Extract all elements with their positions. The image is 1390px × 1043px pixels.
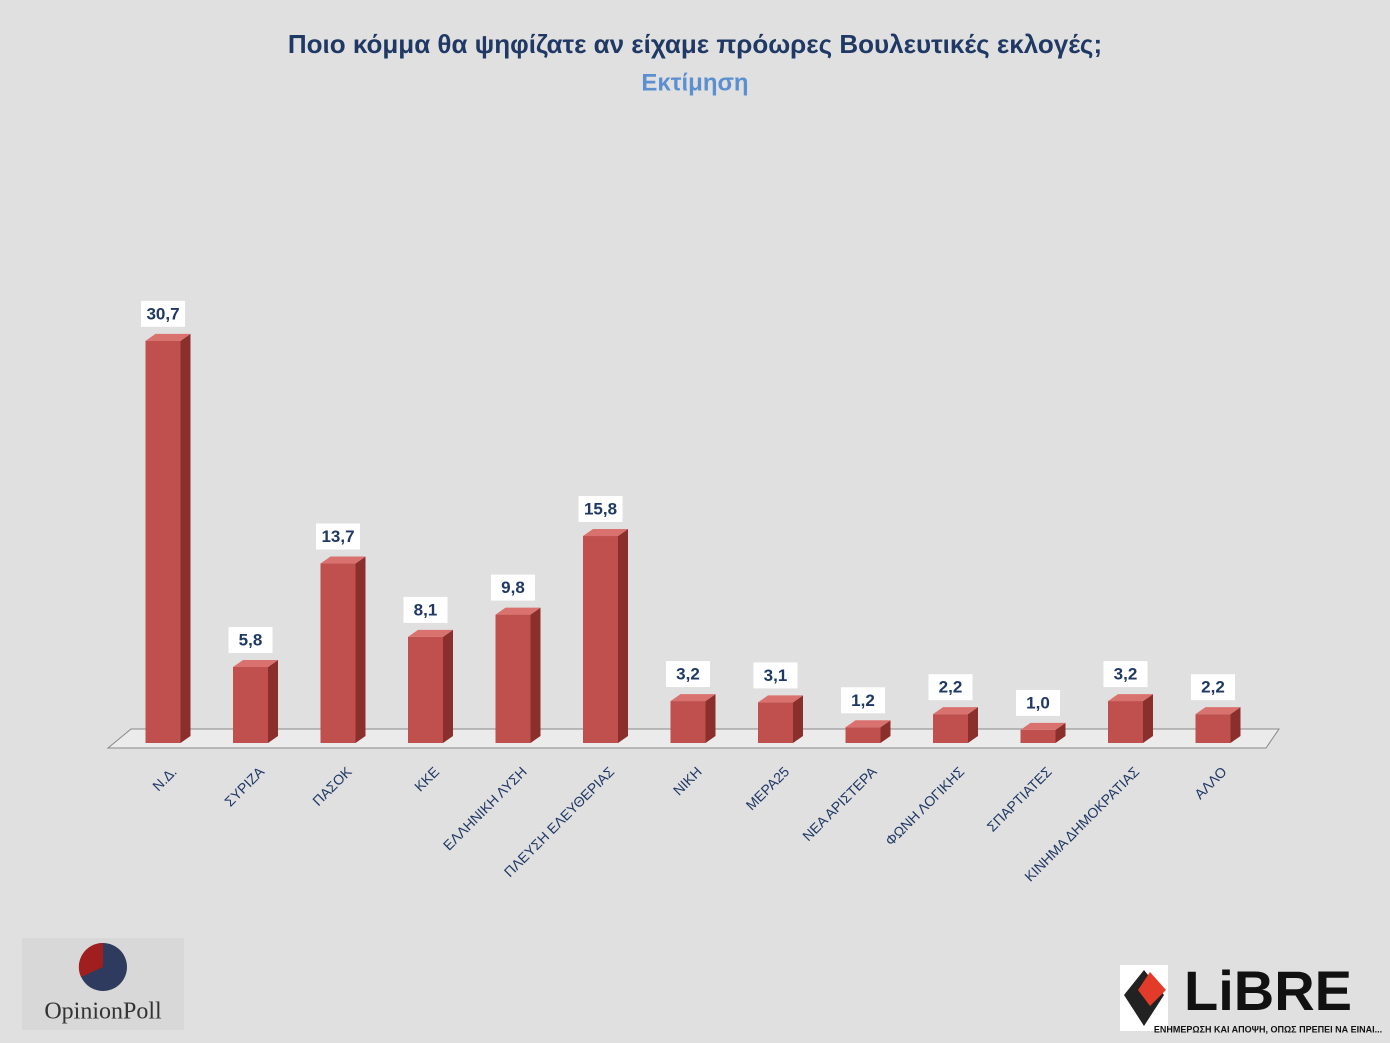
bar-top [758, 695, 803, 703]
bar-top [1108, 694, 1153, 702]
bar-side [268, 660, 278, 743]
bar-top [1020, 722, 1066, 730]
bar [1020, 729, 1056, 743]
value-label: 2,2 [939, 678, 963, 697]
bar-top [320, 556, 366, 564]
bar-top [1195, 707, 1241, 715]
value-label-box [1191, 674, 1235, 701]
value-label-box [841, 687, 885, 714]
logo-text: LiBRE [1184, 959, 1352, 1022]
logo-left: OpinionPoll [22, 938, 184, 1030]
value-label: 13,7 [321, 527, 354, 546]
bar-top [670, 694, 716, 702]
bar [320, 563, 356, 743]
bar-side [793, 695, 803, 743]
bar-side [443, 629, 453, 743]
logo-right: LiBRE ΕΝΗΜΕΡΩΣΗ ΚΑΙ ΑΠΟΨΗ, ΟΠΩΣ ΠΡΕΠΕΙ Ν… [1120, 959, 1382, 1034]
bar [670, 701, 706, 743]
bar-side [530, 607, 541, 743]
value-label-box [1016, 689, 1060, 716]
value-label-box [1103, 661, 1148, 688]
bar [145, 340, 181, 743]
bar-side [880, 720, 891, 743]
value-label-box [228, 627, 273, 654]
value-label: 3,1 [764, 666, 788, 685]
bar-top [233, 660, 278, 668]
chart-subtitle: Εκτίμηση [641, 69, 748, 96]
bar-side [618, 529, 628, 743]
bar [583, 536, 618, 743]
bar [233, 667, 268, 743]
value-label: 9,8 [501, 578, 525, 597]
logo-icon-red [1138, 972, 1166, 1006]
value-label-box [753, 662, 798, 689]
bar [495, 614, 531, 743]
bar-top [583, 529, 628, 537]
value-label-box [316, 523, 360, 550]
value-label: 5,8 [239, 631, 263, 650]
bar [1108, 701, 1143, 743]
bar-top [495, 607, 541, 615]
value-label: 2,2 [1201, 678, 1225, 697]
bar-side [968, 707, 978, 743]
bar-top [408, 629, 453, 637]
bar [845, 727, 881, 743]
value-label: 1,0 [1026, 693, 1050, 712]
bar [758, 702, 793, 743]
value-label: 3,2 [1114, 665, 1138, 684]
bar-side [705, 694, 716, 743]
chart-title: Ποιο κόμμα θα ψηφίζατε αν είχαμε πρόωρες… [288, 29, 1102, 59]
value-label-box [403, 596, 448, 623]
bar-side [355, 556, 366, 743]
value-label: 30,7 [146, 304, 179, 323]
bar-side [1230, 707, 1241, 743]
value-label-box [928, 674, 973, 701]
value-label-box [141, 300, 185, 327]
bar-top [145, 333, 191, 341]
value-label: 1,2 [851, 691, 875, 710]
bar-top [845, 720, 891, 728]
bar-side [1143, 694, 1153, 743]
logo-text: OpinionPoll [44, 999, 162, 1025]
bar-top [933, 707, 978, 715]
bar-side [180, 333, 191, 743]
value-label: 8,1 [414, 600, 438, 619]
bar [933, 714, 968, 743]
bar-side [1055, 722, 1066, 743]
value-label-box [666, 661, 710, 688]
value-label: 3,2 [676, 665, 700, 684]
value-label-box [578, 496, 623, 523]
bar [1195, 714, 1231, 743]
logo-slice [78, 942, 103, 977]
value-label-box [491, 574, 535, 601]
bar [408, 636, 443, 743]
logo-tagline: ΕΝΗΜΕΡΩΣΗ ΚΑΙ ΑΠΟΨΗ, ΟΠΩΣ ΠΡΕΠΕΙ ΝΑ ΕΙΝΑ… [1154, 1024, 1382, 1034]
value-label: 15,8 [584, 500, 617, 519]
